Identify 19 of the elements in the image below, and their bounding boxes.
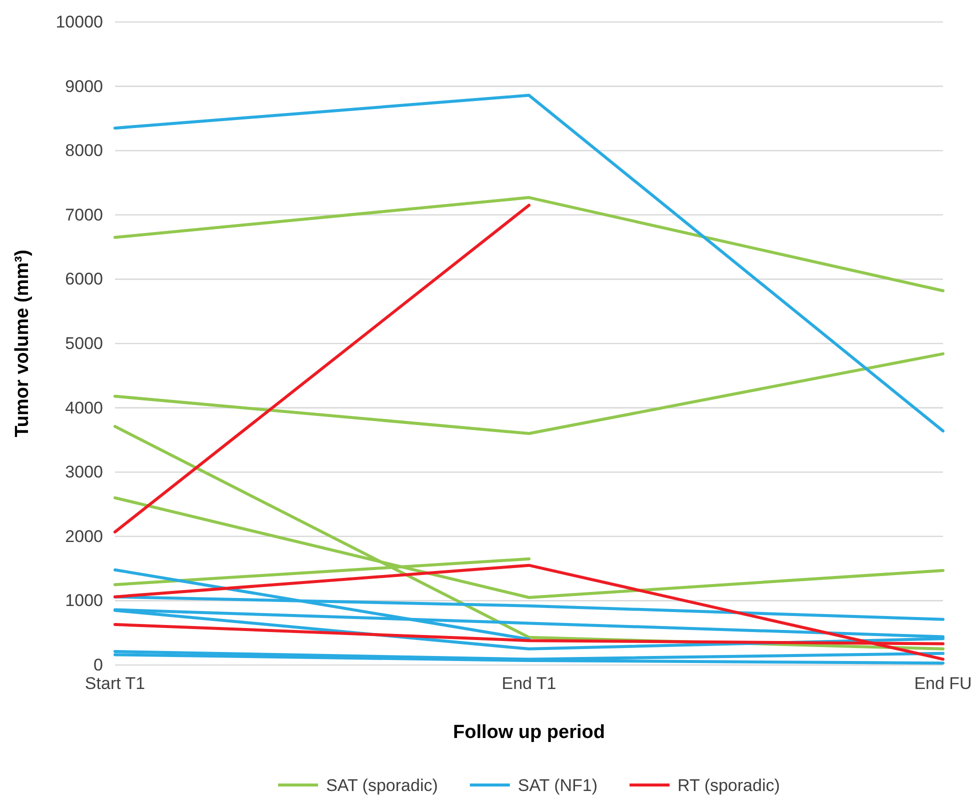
y-tick-label: 7000 xyxy=(65,205,103,224)
x-axis-title: Follow up period xyxy=(453,722,605,743)
x-tick-label: Start T1 xyxy=(84,674,146,694)
y-tick-label: 3000 xyxy=(65,462,103,482)
x-tick-label: End FU xyxy=(914,674,972,694)
y-tick-label: 9000 xyxy=(65,76,103,96)
y-tick-label: 0 xyxy=(94,655,103,674)
legend-label: SAT (NF1) xyxy=(518,776,598,795)
x-tick-label: End T1 xyxy=(502,674,556,694)
y-tick-label: 8000 xyxy=(65,141,103,160)
y-tick-label: 2000 xyxy=(65,526,103,546)
y-tick-label: 10000 xyxy=(56,12,103,32)
y-tick-label: 6000 xyxy=(65,270,103,289)
y-tick-label: 5000 xyxy=(65,334,103,353)
legend-label: RT (sporadic) xyxy=(678,776,780,795)
y-tick-label: 4000 xyxy=(65,398,103,418)
y-tick-label: 1000 xyxy=(65,591,103,610)
y-axis-title: Tumor volume (mm³) xyxy=(12,250,33,438)
legend-label: SAT (sporadic) xyxy=(326,776,438,795)
